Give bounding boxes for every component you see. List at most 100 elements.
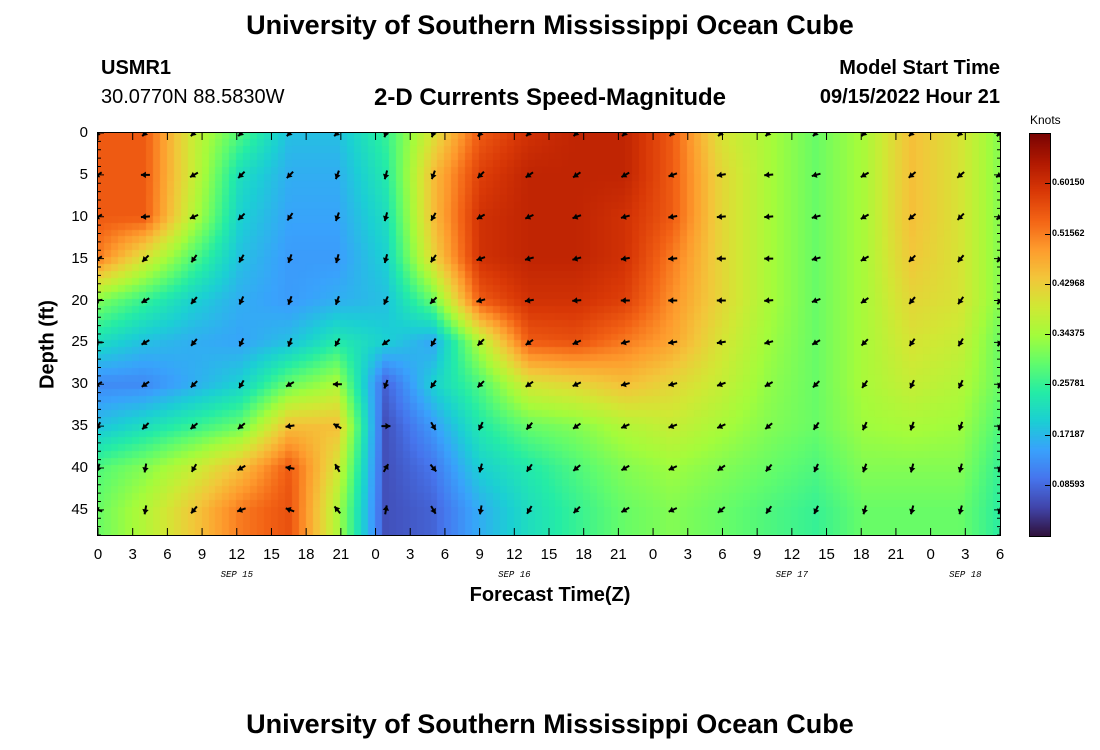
current-arrow bbox=[860, 255, 870, 262]
x-tick-label: 0 bbox=[371, 546, 380, 563]
current-arrow bbox=[236, 506, 246, 513]
current-arrow bbox=[477, 463, 484, 473]
colorbar-tick-mark bbox=[1045, 434, 1051, 436]
current-arrow bbox=[764, 339, 774, 346]
x-tick-label: 18 bbox=[575, 546, 593, 563]
current-arrow bbox=[429, 254, 437, 263]
current-arrow bbox=[764, 213, 774, 220]
current-arrow bbox=[237, 133, 245, 137]
current-arrow bbox=[957, 505, 964, 515]
current-arrow bbox=[524, 255, 534, 262]
current-arrow bbox=[572, 381, 582, 388]
colorbar-gradient bbox=[1030, 134, 1050, 536]
current-arrow bbox=[524, 297, 534, 304]
colorbar-tick-label: 0.25781 bbox=[1052, 378, 1085, 389]
current-arrow bbox=[334, 170, 341, 180]
current-arrow bbox=[430, 505, 437, 515]
current-arrow bbox=[430, 212, 437, 222]
y-tick-label: 20 bbox=[71, 291, 88, 309]
current-arrow bbox=[996, 298, 1000, 305]
current-arrow bbox=[141, 297, 150, 304]
current-arrow bbox=[668, 464, 678, 471]
y-tick-label: 5 bbox=[79, 165, 88, 183]
current-arrow bbox=[382, 463, 390, 473]
current-arrow bbox=[285, 507, 295, 514]
current-arrow bbox=[861, 505, 868, 515]
current-arrow bbox=[909, 421, 916, 431]
current-arrow bbox=[382, 254, 390, 264]
x-tick-label: 21 bbox=[332, 546, 350, 563]
current-arrow bbox=[476, 170, 485, 179]
colorbar-tick-label: 0.60150 bbox=[1052, 177, 1085, 188]
current-arrow bbox=[382, 170, 390, 180]
colorbar-tick-mark bbox=[1045, 484, 1051, 486]
current-arrow bbox=[334, 295, 341, 306]
current-arrow bbox=[525, 338, 534, 346]
current-arrow bbox=[716, 171, 726, 178]
current-arrow bbox=[908, 133, 915, 137]
current-arrow bbox=[333, 133, 340, 137]
current-arrow bbox=[812, 133, 819, 137]
current-arrow bbox=[860, 171, 870, 178]
x-date-label: SEP 18 bbox=[949, 570, 982, 580]
current-arrow bbox=[98, 507, 103, 513]
current-arrow bbox=[286, 170, 294, 179]
current-arrow bbox=[813, 505, 820, 515]
colorbar-title: Knots bbox=[1030, 113, 1061, 127]
current-arrow bbox=[764, 133, 772, 137]
x-tick-label: 0 bbox=[648, 546, 658, 563]
current-arrow bbox=[668, 255, 678, 262]
x-tick-label: 9 bbox=[197, 546, 207, 563]
current-arrow bbox=[140, 213, 150, 220]
current-arrow bbox=[997, 423, 1000, 431]
current-arrow bbox=[997, 381, 1000, 389]
current-arrow bbox=[764, 255, 774, 262]
current-arrow bbox=[957, 296, 965, 305]
y-tick-label: 40 bbox=[71, 459, 88, 476]
current-arrow bbox=[237, 170, 246, 179]
current-arrow bbox=[572, 255, 582, 262]
x-tick-label: 12 bbox=[228, 546, 246, 563]
current-arrow bbox=[429, 379, 437, 389]
current-arrow bbox=[668, 381, 678, 388]
current-arrow bbox=[332, 381, 342, 388]
current-arrow bbox=[476, 213, 486, 220]
current-arrow bbox=[141, 422, 150, 431]
current-arrow bbox=[98, 463, 102, 472]
current-arrow bbox=[861, 379, 869, 389]
heatmap-plot bbox=[98, 133, 1000, 535]
speed-heatmap bbox=[98, 133, 1000, 535]
current-arrow bbox=[668, 422, 678, 429]
current-arrow bbox=[620, 255, 630, 262]
x-tick-label: 18 bbox=[297, 546, 315, 563]
current-arrow bbox=[811, 255, 821, 262]
current-arrow bbox=[430, 337, 437, 347]
current-arrow bbox=[190, 254, 198, 263]
current-arrow bbox=[716, 339, 726, 346]
current-arrow bbox=[141, 133, 149, 137]
colorbar-tick-label: 0.42968 bbox=[1052, 277, 1085, 288]
station-coordinates: 30.0770N 88.5830W bbox=[101, 86, 285, 108]
current-arrow bbox=[477, 421, 484, 431]
current-arrow bbox=[812, 380, 821, 389]
x-tick-label: 21 bbox=[887, 546, 905, 563]
current-arrow bbox=[668, 297, 678, 304]
y-tick-label: 15 bbox=[71, 249, 88, 267]
current-arrow bbox=[908, 171, 917, 179]
current-arrow bbox=[572, 339, 582, 346]
current-arrow bbox=[668, 339, 678, 346]
current-arrow bbox=[525, 133, 532, 137]
colorbar-tick-mark bbox=[1045, 283, 1051, 285]
station-id: USMR1 bbox=[101, 57, 172, 79]
colorbar-tick-mark bbox=[1045, 233, 1051, 235]
current-arrow bbox=[956, 212, 965, 221]
colorbar-tick-mark bbox=[1045, 183, 1051, 185]
x-tick-label: 21 bbox=[610, 546, 627, 563]
x-tick-label: 3 bbox=[683, 546, 692, 563]
current-arrow bbox=[142, 463, 149, 473]
current-arrow bbox=[860, 133, 868, 137]
current-arrow bbox=[525, 380, 534, 388]
current-arrow bbox=[668, 213, 678, 220]
current-arrow bbox=[996, 133, 1000, 137]
current-arrow bbox=[334, 463, 341, 473]
